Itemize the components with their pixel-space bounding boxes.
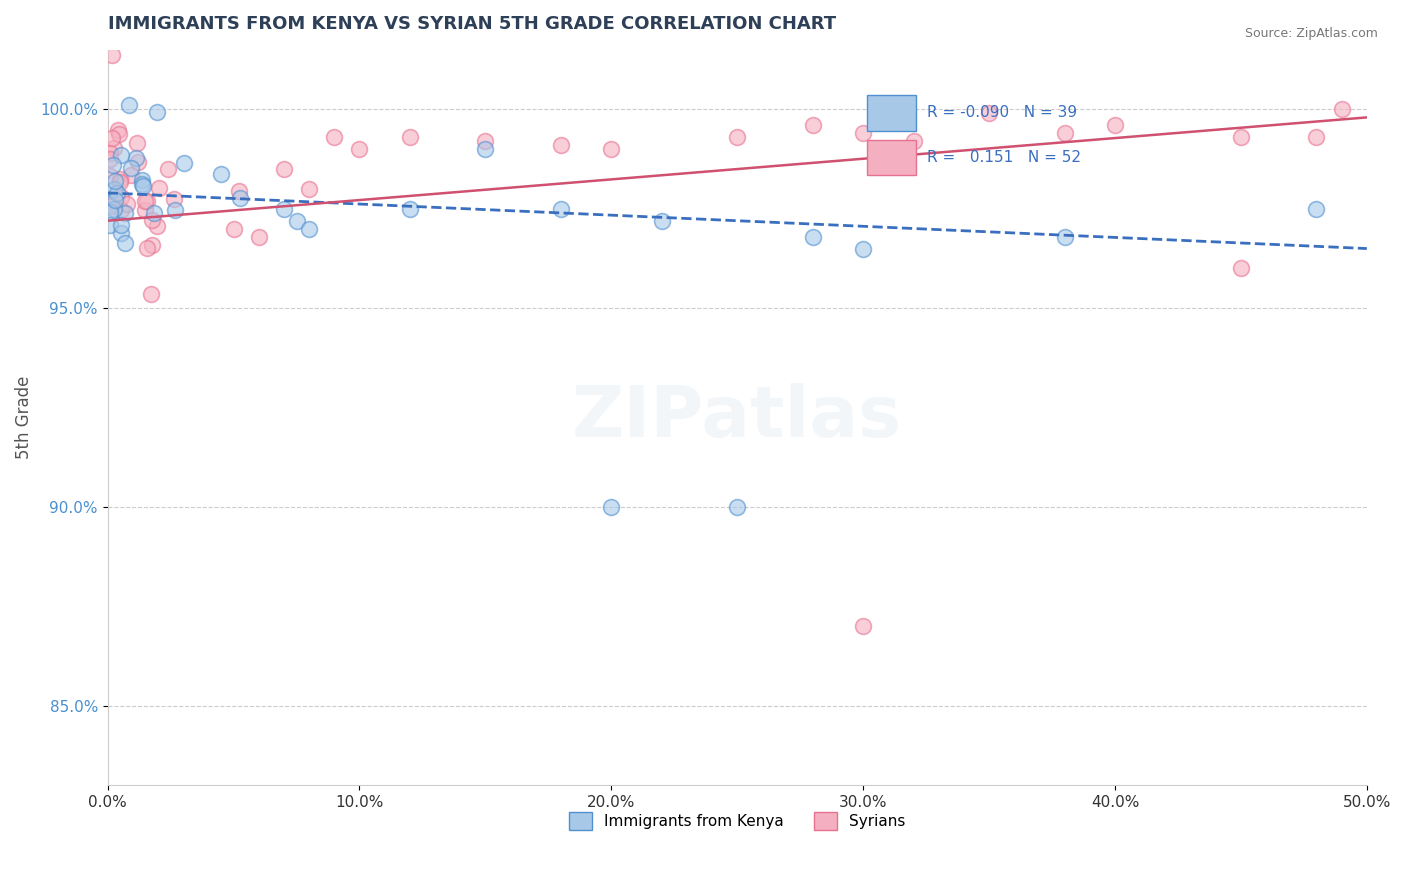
Point xyxy=(298,182,321,196)
Point xyxy=(852,126,875,140)
Point xyxy=(1305,202,1327,216)
Point xyxy=(173,155,195,169)
Point xyxy=(100,131,122,145)
Point xyxy=(141,213,163,227)
Point xyxy=(273,162,295,177)
Point xyxy=(118,97,141,112)
Point xyxy=(273,202,295,216)
Point xyxy=(139,287,162,301)
Point xyxy=(852,242,875,256)
Point xyxy=(98,219,121,233)
Point xyxy=(285,213,308,227)
Text: IMMIGRANTS FROM KENYA VS SYRIAN 5TH GRADE CORRELATION CHART: IMMIGRANTS FROM KENYA VS SYRIAN 5TH GRAD… xyxy=(108,15,835,33)
Point xyxy=(222,221,245,235)
Point xyxy=(141,238,163,252)
Point xyxy=(156,161,179,176)
Point xyxy=(103,140,125,154)
Point xyxy=(349,142,371,156)
Point xyxy=(98,153,121,167)
Point xyxy=(399,130,422,145)
Y-axis label: 5th Grade: 5th Grade xyxy=(15,376,32,459)
Point xyxy=(110,226,132,240)
Point xyxy=(127,155,149,169)
Point xyxy=(474,142,496,156)
Point xyxy=(136,194,159,209)
Point xyxy=(1053,126,1076,140)
Point xyxy=(125,151,148,165)
Point xyxy=(114,236,136,251)
Point xyxy=(136,241,159,255)
Point xyxy=(98,146,121,161)
Point xyxy=(228,185,250,199)
Point xyxy=(105,186,128,200)
Point xyxy=(651,213,673,227)
Point xyxy=(600,142,623,156)
Point xyxy=(110,218,132,232)
Legend: Immigrants from Kenya, Syrians: Immigrants from Kenya, Syrians xyxy=(562,805,912,837)
Point xyxy=(110,190,132,204)
Text: ZIPatlas: ZIPatlas xyxy=(572,383,903,452)
Point xyxy=(104,173,127,187)
Point xyxy=(100,199,122,213)
Point xyxy=(104,193,127,207)
Point xyxy=(143,206,166,220)
Point xyxy=(162,192,184,206)
Point xyxy=(977,106,1000,120)
Point xyxy=(1104,119,1126,133)
Point xyxy=(103,182,125,196)
Point xyxy=(550,202,572,216)
Point xyxy=(110,203,132,218)
Point xyxy=(115,196,138,211)
Point xyxy=(148,181,170,195)
Point xyxy=(108,175,131,189)
Point xyxy=(108,128,131,142)
Point xyxy=(550,138,572,153)
Point xyxy=(1230,261,1253,276)
Point xyxy=(801,119,824,133)
Point xyxy=(903,134,925,148)
Point xyxy=(801,229,824,244)
Point xyxy=(600,500,623,514)
Point xyxy=(98,198,121,212)
Point xyxy=(1053,229,1076,244)
Point xyxy=(247,229,270,244)
Point xyxy=(103,158,125,172)
Point xyxy=(145,219,167,233)
Point xyxy=(725,500,748,514)
Point xyxy=(107,122,129,136)
Point xyxy=(1305,130,1327,145)
Point xyxy=(852,619,875,633)
Point xyxy=(101,48,124,62)
Point xyxy=(120,161,142,176)
Point xyxy=(298,221,321,235)
Point xyxy=(114,206,136,220)
Point xyxy=(209,167,232,181)
Point xyxy=(399,202,422,216)
Point xyxy=(146,104,169,119)
Point xyxy=(725,130,748,145)
Point xyxy=(134,203,156,218)
Point xyxy=(131,173,153,187)
Point xyxy=(132,178,155,193)
Point xyxy=(131,177,153,191)
Point xyxy=(165,202,187,217)
Point xyxy=(134,194,156,208)
Point xyxy=(229,191,252,205)
Point xyxy=(98,169,121,184)
Point xyxy=(127,136,149,150)
Point xyxy=(474,134,496,148)
Text: Source: ZipAtlas.com: Source: ZipAtlas.com xyxy=(1244,27,1378,40)
Point xyxy=(1230,130,1253,145)
Point xyxy=(110,148,132,162)
Point xyxy=(323,130,346,145)
Point xyxy=(98,205,121,219)
Point xyxy=(1330,103,1353,117)
Point xyxy=(108,171,131,186)
Point xyxy=(120,169,142,183)
Point xyxy=(103,202,125,217)
